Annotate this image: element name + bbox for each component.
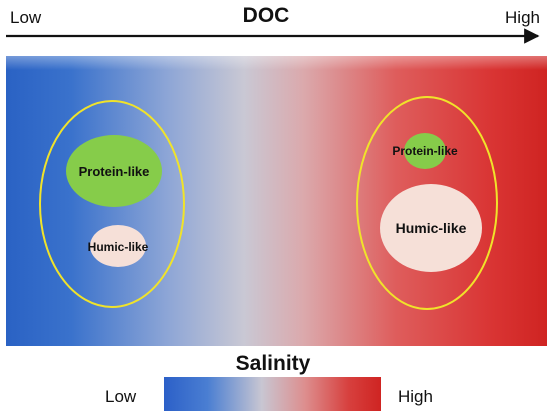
doc-high-label: High bbox=[505, 8, 540, 27]
salinity-low-label: Low bbox=[105, 387, 137, 406]
doc-low-label: Low bbox=[10, 8, 42, 27]
right-group-outline bbox=[356, 96, 498, 310]
panel-top-highlight bbox=[6, 56, 547, 70]
left-humic-like-pool bbox=[90, 225, 146, 267]
left-protein-like-pool bbox=[66, 135, 162, 207]
left-group-outline bbox=[39, 100, 185, 308]
doc-axis-title: DOC bbox=[243, 4, 290, 27]
salinity-high-label: High bbox=[398, 387, 433, 406]
left-protein-like-label: Protein-like bbox=[79, 164, 150, 179]
right-protein-like-pool bbox=[404, 133, 446, 169]
left-humic-like-label: Humic-like bbox=[88, 240, 149, 254]
right-humic-like-pool bbox=[380, 184, 482, 272]
salinity-legend-bar bbox=[164, 377, 381, 411]
right-protein-like-label: Protein-like bbox=[392, 144, 458, 158]
right-humic-like-label: Humic-like bbox=[396, 220, 467, 236]
salinity-legend-title: Salinity bbox=[236, 352, 311, 375]
